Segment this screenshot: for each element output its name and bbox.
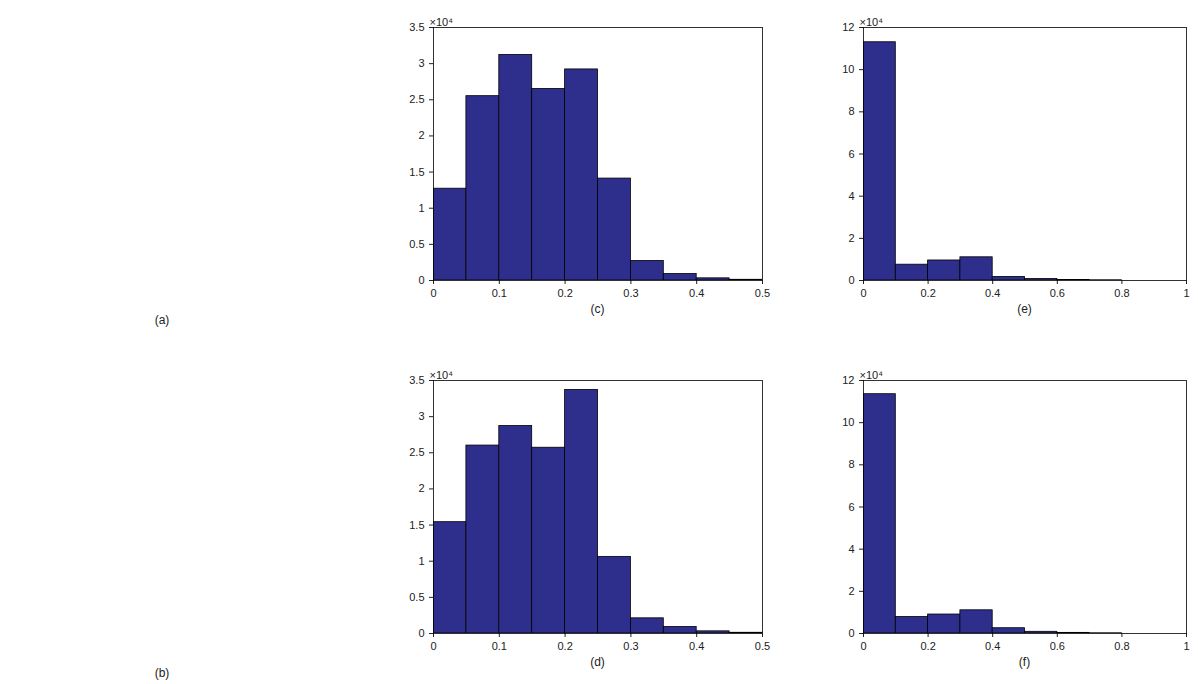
svg-text:2.5: 2.5 [409,93,424,105]
svg-text:×10⁴: ×10⁴ [860,16,884,28]
svg-text:0.1: 0.1 [492,640,507,652]
html-text:(b): (b) [154,666,170,680]
svg-text:1.5: 1.5 [409,166,424,178]
svg-text:0.6: 0.6 [1050,287,1065,299]
svg-text:1: 1 [418,202,424,214]
svg-text:3: 3 [418,410,424,422]
svg-text:0.4: 0.4 [689,640,704,652]
svg-text:0.8: 0.8 [1114,287,1129,299]
svg-text:0: 0 [860,640,866,652]
svg-text:0.5: 0.5 [755,640,770,652]
svg-text:12: 12 [842,374,854,386]
svg-text:0: 0 [848,627,854,639]
html-text:(d): (d) [590,655,605,669]
svg-text:3.5: 3.5 [409,21,424,33]
html-text:(f): (f) [1018,655,1031,669]
svg-text:3.5: 3.5 [409,374,424,386]
svg-text:10: 10 [842,416,854,428]
svg-text:0.3: 0.3 [623,640,638,652]
svg-text:×10⁴: ×10⁴ [430,369,454,381]
svg-text:6: 6 [848,148,854,160]
svg-text:8: 8 [848,458,854,470]
svg-text:0: 0 [860,287,866,299]
svg-text:0.5: 0.5 [409,591,424,603]
svg-text:0.2: 0.2 [557,287,572,299]
svg-text:0.5: 0.5 [409,238,424,250]
svg-text:1: 1 [418,555,424,567]
svg-text:8: 8 [848,105,854,117]
svg-text:1: 1 [1183,287,1189,299]
svg-text:0.4: 0.4 [985,287,1000,299]
svg-text:2: 2 [418,482,424,494]
svg-text:×10⁴: ×10⁴ [430,16,454,28]
svg-text:2: 2 [848,585,854,597]
svg-text:0: 0 [430,287,436,299]
svg-text:6: 6 [848,501,854,513]
svg-text:0: 0 [418,274,424,286]
svg-text:0: 0 [848,274,854,286]
svg-text:0.4: 0.4 [985,640,1000,652]
svg-text:0.3: 0.3 [623,287,638,299]
html-text:(a): (a) [154,313,170,327]
svg-text:2: 2 [418,129,424,141]
svg-text:4: 4 [848,543,854,555]
svg-text:4: 4 [848,190,854,202]
svg-text:0.2: 0.2 [920,287,935,299]
svg-text:0: 0 [418,627,424,639]
svg-text:0: 0 [430,640,436,652]
svg-text:0.8: 0.8 [1114,640,1129,652]
svg-text:0.2: 0.2 [557,640,572,652]
svg-text:1.5: 1.5 [409,519,424,531]
svg-text:0.1: 0.1 [492,287,507,299]
svg-text:0.5: 0.5 [755,287,770,299]
svg-text:12: 12 [842,21,854,33]
svg-text:0.4: 0.4 [689,287,704,299]
svg-text:0.2: 0.2 [920,640,935,652]
svg-text:0.6: 0.6 [1050,640,1065,652]
html-text:(e): (e) [1017,302,1032,316]
svg-text:10: 10 [842,63,854,75]
svg-text:2: 2 [848,232,854,244]
svg-text:2.5: 2.5 [409,446,424,458]
html-text:(c): (c) [590,302,605,316]
svg-text:3: 3 [418,57,424,69]
svg-text:1: 1 [1183,640,1189,652]
svg-text:×10⁴: ×10⁴ [860,369,884,381]
